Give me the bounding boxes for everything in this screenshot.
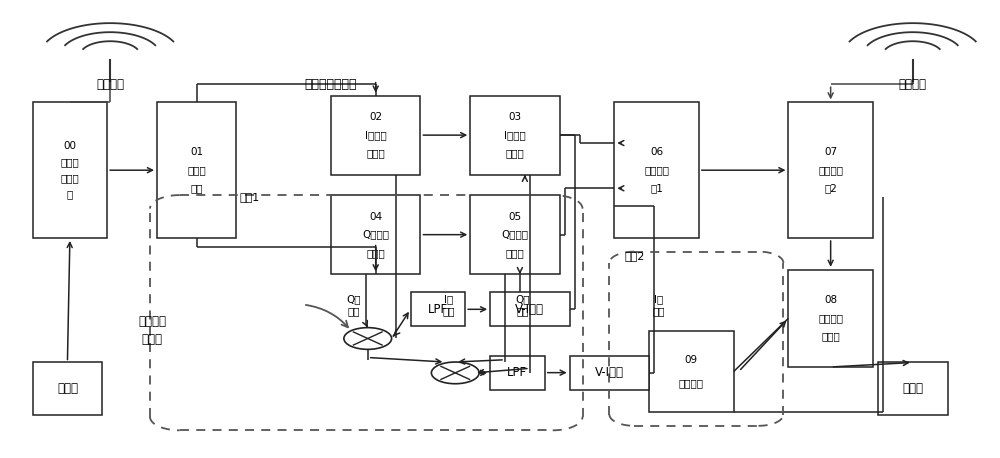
Text: Q路定向: Q路定向 <box>362 229 389 240</box>
Text: I路定向: I路定向 <box>365 130 387 140</box>
Text: 发射天线: 发射天线 <box>96 78 124 91</box>
Text: 器: 器 <box>67 190 73 200</box>
Bar <box>331 195 420 274</box>
Text: 耦合器: 耦合器 <box>821 332 840 342</box>
Text: V-I电路: V-I电路 <box>595 366 624 379</box>
Bar <box>490 356 545 390</box>
Text: I路: I路 <box>444 294 453 304</box>
Bar <box>33 102 107 238</box>
Text: 07: 07 <box>824 147 837 157</box>
Text: 耦合器: 耦合器 <box>366 148 385 158</box>
Text: 接收机: 接收机 <box>902 382 923 395</box>
Text: 路径2: 路径2 <box>624 251 645 261</box>
Text: 05: 05 <box>508 212 521 222</box>
Text: 器1: 器1 <box>650 183 663 193</box>
Text: 控制器: 控制器 <box>141 333 162 346</box>
Text: 正交功: 正交功 <box>187 165 206 175</box>
Text: 衰减器: 衰减器 <box>506 148 524 158</box>
Bar <box>157 102 236 238</box>
Text: 向耦合: 向耦合 <box>61 173 79 183</box>
Text: I路: I路 <box>654 294 664 304</box>
Text: 01: 01 <box>190 147 203 157</box>
Text: LPF: LPF <box>428 303 448 316</box>
Text: 误差取样: 误差取样 <box>679 378 704 388</box>
Bar <box>878 362 948 414</box>
Bar <box>649 331 734 412</box>
Text: V-I电路: V-I电路 <box>515 303 544 316</box>
Bar <box>490 292 570 326</box>
Bar <box>331 96 420 174</box>
Text: 接收天线: 接收天线 <box>899 78 927 91</box>
Text: 06: 06 <box>650 147 663 157</box>
Text: 器2: 器2 <box>824 183 837 193</box>
Bar <box>614 102 699 238</box>
Bar <box>470 195 560 274</box>
Text: 参考: 参考 <box>442 306 455 316</box>
Bar <box>470 96 560 174</box>
Text: 权值: 权值 <box>517 306 529 316</box>
Text: 发射定: 发射定 <box>61 157 79 167</box>
Text: 09: 09 <box>685 355 698 365</box>
Text: 分器: 分器 <box>190 183 203 193</box>
Text: 08: 08 <box>824 295 837 305</box>
Text: 03: 03 <box>508 112 521 122</box>
Text: 模拟矢量调制器: 模拟矢量调制器 <box>305 78 357 91</box>
Bar <box>570 356 649 390</box>
Text: 路径1: 路径1 <box>239 192 260 202</box>
Text: 00: 00 <box>63 141 76 151</box>
Text: 衰减器: 衰减器 <box>506 248 524 258</box>
Text: 权值: 权值 <box>653 306 665 316</box>
Text: 功率合成: 功率合成 <box>644 165 669 175</box>
Text: Q路: Q路 <box>347 294 361 304</box>
Bar <box>788 102 873 238</box>
Bar <box>33 362 102 414</box>
Bar <box>788 270 873 367</box>
Text: 耦合器: 耦合器 <box>366 248 385 258</box>
Text: 04: 04 <box>369 212 382 222</box>
Text: 02: 02 <box>369 112 382 122</box>
Bar <box>411 292 465 326</box>
Text: LPF: LPF <box>507 366 527 379</box>
Text: Q路电调: Q路电调 <box>501 229 528 240</box>
Text: 功率合成: 功率合成 <box>818 165 843 175</box>
Text: Q路: Q路 <box>516 294 530 304</box>
Text: 发射机: 发射机 <box>57 382 78 395</box>
Text: I路电调: I路电调 <box>504 130 526 140</box>
Text: 参考: 参考 <box>348 306 360 316</box>
Text: 误差定向: 误差定向 <box>818 313 843 323</box>
Text: 模拟相关: 模拟相关 <box>138 315 166 328</box>
